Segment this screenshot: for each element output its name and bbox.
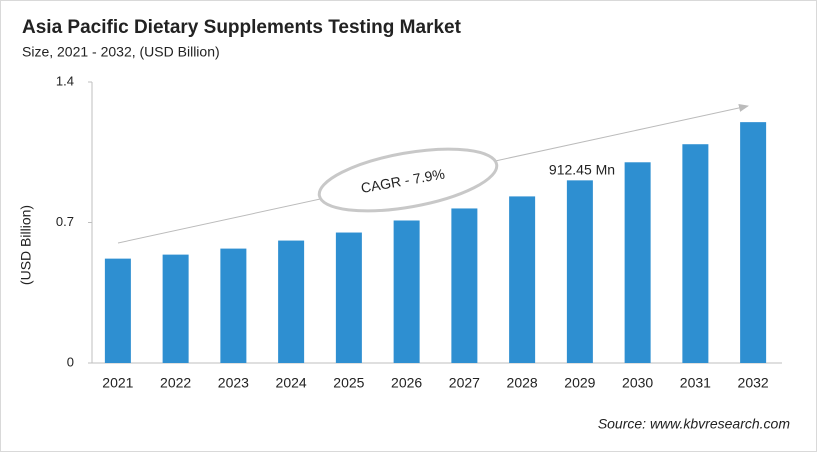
- bar: [682, 144, 709, 363]
- y-tick-label: 0: [67, 354, 74, 369]
- x-tick-label: 2028: [507, 375, 538, 391]
- x-tick-label: 2026: [391, 375, 422, 391]
- bar: [335, 232, 362, 363]
- bar: [740, 122, 767, 364]
- cagr-ellipse: [317, 147, 499, 213]
- x-tick-label: 2031: [680, 375, 711, 391]
- x-tick-label: 2023: [218, 375, 249, 391]
- bar: [104, 258, 131, 363]
- bar: [451, 208, 478, 363]
- x-tick-label: 2032: [738, 375, 769, 391]
- x-tick-label: 2025: [333, 375, 364, 391]
- y-tick-label: 0.7: [56, 214, 74, 229]
- x-tick-label: 2029: [564, 375, 595, 391]
- bar: [220, 248, 247, 363]
- x-tick-label: 2024: [276, 375, 307, 391]
- y-axis-label: (USD Billion): [18, 205, 34, 285]
- bar: [162, 254, 189, 363]
- bar: [509, 196, 536, 363]
- bar: [393, 220, 420, 363]
- x-tick-label: 2021: [102, 375, 133, 391]
- chart-subtitle: Size, 2021 - 2032, (USD Billion): [22, 44, 220, 60]
- source: Source: www.kbvresearch.com: [598, 416, 791, 432]
- value-annotation: 912.45 Mn: [549, 162, 615, 178]
- x-tick-label: 2027: [449, 375, 480, 391]
- x-tick-label: 2022: [160, 375, 191, 391]
- y-tick-label: 1.4: [56, 73, 74, 88]
- bar: [278, 240, 305, 363]
- x-tick-label: 2030: [622, 375, 653, 391]
- bar: [566, 180, 593, 363]
- chart-title: Asia Pacific Dietary Supplements Testing…: [22, 17, 462, 38]
- bar: [624, 162, 651, 363]
